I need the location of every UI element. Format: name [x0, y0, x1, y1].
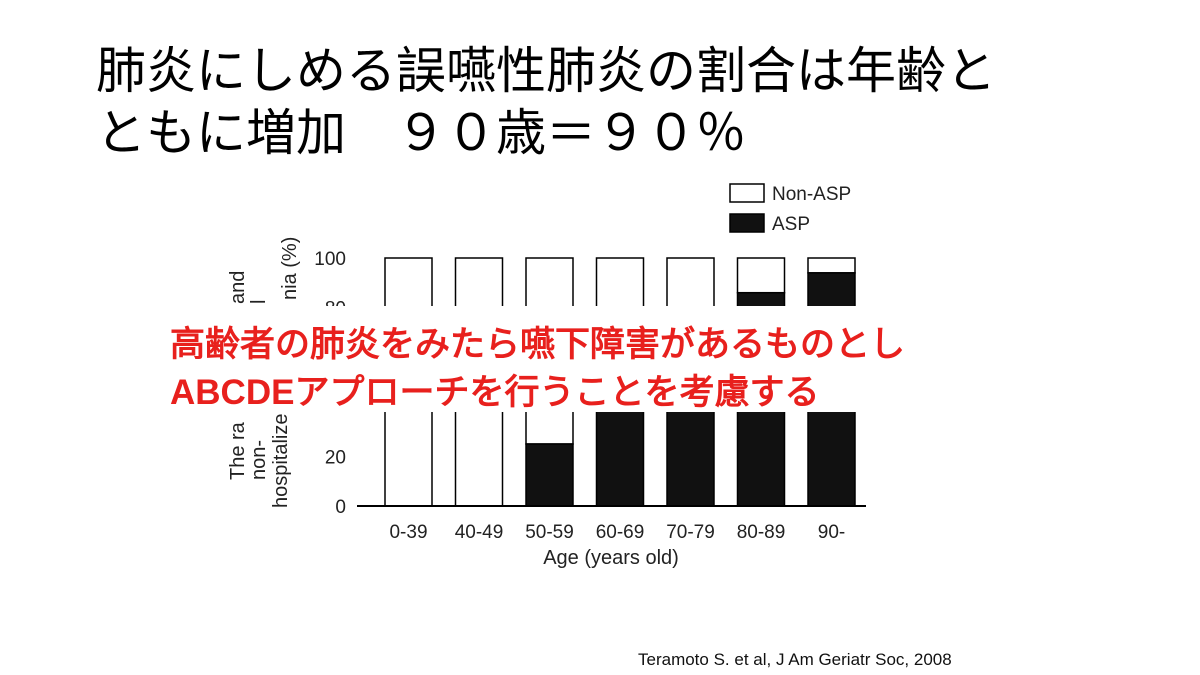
x-tick-labels: 0-39 40-49 50-59 60-69 70-79 80-89 90- — [389, 522, 845, 543]
legend-swatch — [729, 213, 765, 233]
chart-legend: Non-ASP ASP — [729, 183, 851, 235]
bar-asp-50-59 — [525, 443, 574, 507]
x-tick-label: 40-49 — [455, 522, 504, 543]
bar-asp-70-79 — [666, 406, 715, 507]
x-tick-label: 50-59 — [525, 522, 574, 543]
legend-label: ASP — [772, 214, 810, 235]
x-tick-label: 0-39 — [389, 522, 427, 543]
x-tick-label: 70-79 — [666, 522, 715, 543]
chart-bars — [384, 257, 856, 507]
y-axis-label-fragment: l — [248, 300, 270, 304]
bar-non-asp-90- — [807, 257, 856, 274]
callout-line-2: ABCDEアプローチを行うことを考慮する — [170, 373, 820, 412]
callout-box: 高齢者の肺炎をみたら嚥下障害があるものとし ABCDEアプローチを行うことを考慮… — [162, 306, 1062, 412]
y-axis-label-fragments: The ra non-hospitalize nia (%) and l — [227, 237, 301, 508]
title-line-1: 肺炎にしめる誤嚥性肺炎の割合は年齢と — [96, 42, 996, 100]
y-axis-label-fragment: The ra — [227, 421, 249, 480]
y-axis-label-fragment: hospitalize — [270, 413, 292, 508]
title-line-2: ともに増加 ９０歳＝９０％ — [96, 104, 746, 162]
y-tick-label: 100 — [314, 249, 346, 270]
y-axis-label-fragment: non- — [248, 440, 270, 480]
legend-swatch — [729, 183, 765, 203]
x-tick-label: 80-89 — [737, 522, 786, 543]
citation: Teramoto S. et al, J Am Geriatr Soc, 200… — [638, 650, 952, 669]
y-tick-label: 20 — [325, 447, 346, 468]
x-axis-label: Age (years old) — [543, 547, 679, 569]
bar-asp-60-69 — [595, 406, 645, 507]
y-axis-label-fragment: and — [227, 271, 249, 304]
x-tick-label: 90- — [818, 522, 845, 543]
legend-label: Non-ASP — [772, 184, 851, 205]
y-tick-label: 0 — [335, 497, 346, 518]
y-axis-label-fragment: nia (%) — [279, 237, 301, 300]
callout-line-1: 高齢者の肺炎をみたら嚥下障害があるものとし — [170, 325, 906, 364]
slide-title: 肺炎にしめる誤嚥性肺炎の割合は年齢と ともに増加 ９０歳＝９０％ — [96, 40, 1156, 164]
bar-non-asp-80-89 — [736, 257, 786, 294]
x-tick-label: 60-69 — [596, 522, 645, 543]
